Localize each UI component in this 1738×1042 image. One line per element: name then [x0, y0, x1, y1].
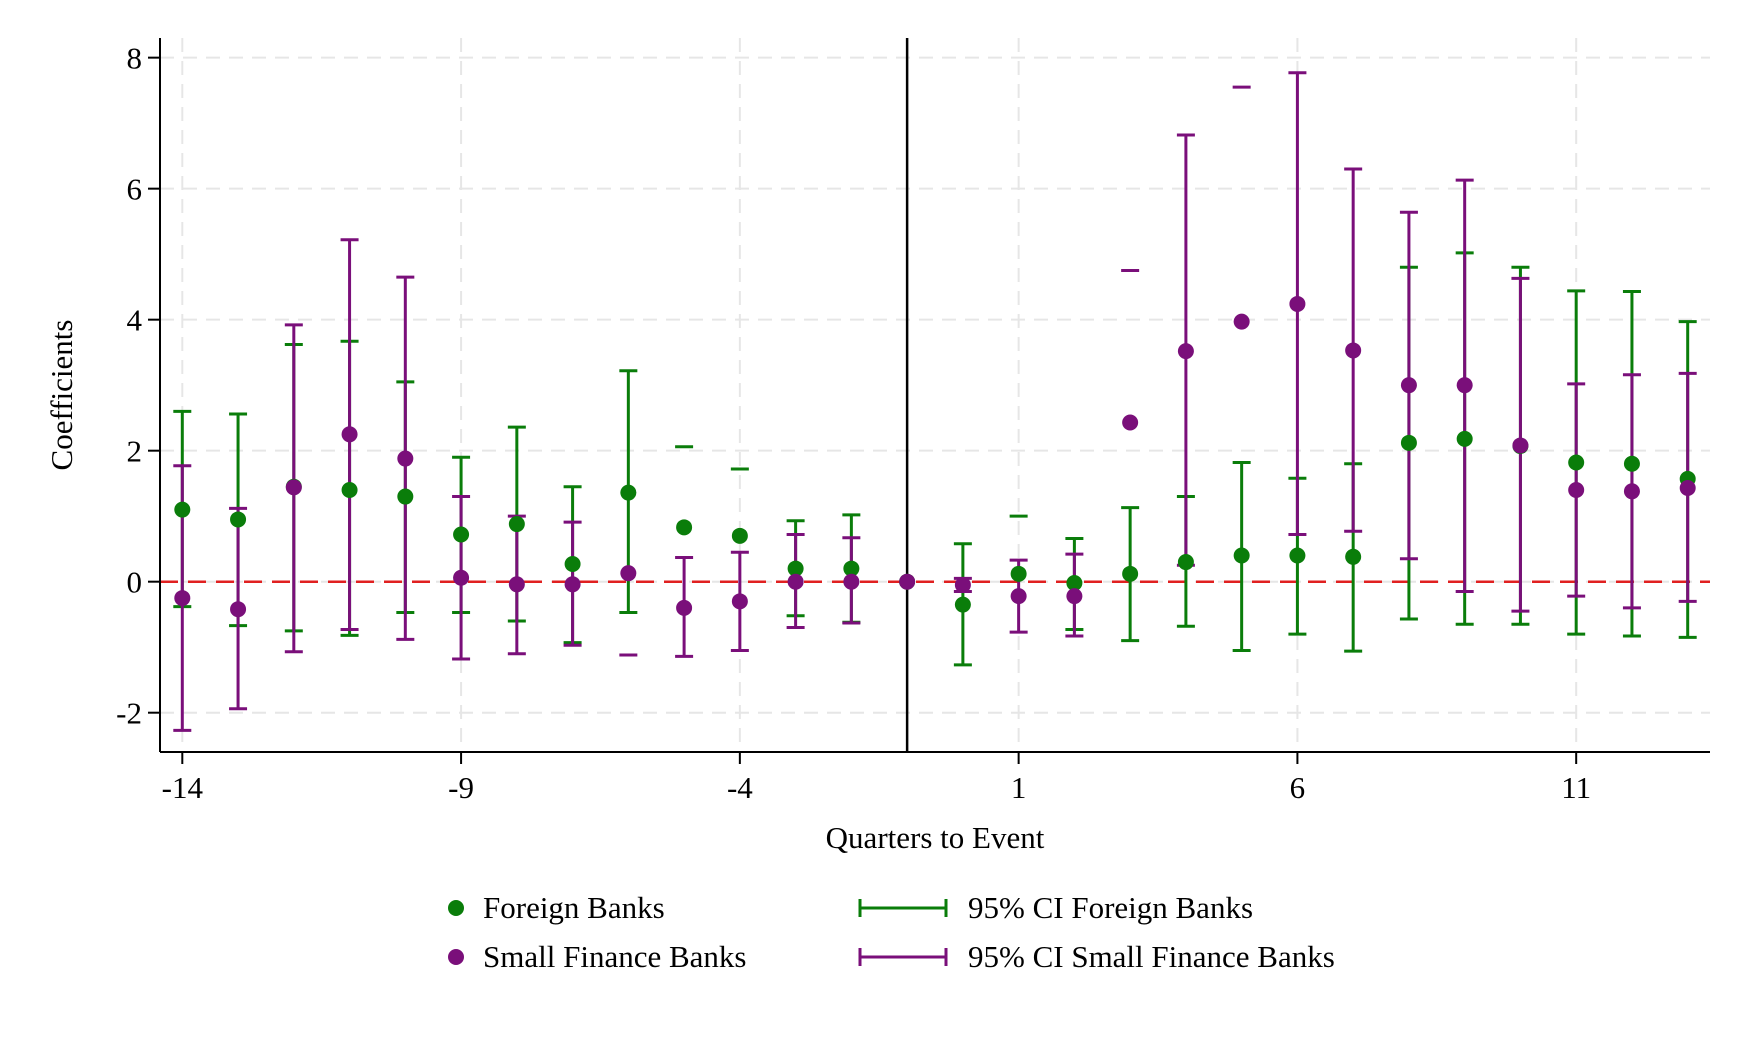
point-small-finance-banks	[1400, 377, 1417, 394]
legend-label-small-finance-banks: Small Finance Banks	[483, 939, 746, 974]
x-tick-label: -9	[448, 770, 474, 805]
legend-marker-foreign-banks	[448, 900, 464, 916]
confidence-intervals	[173, 71, 1697, 732]
legend: Foreign Banks Small Finance Banks 95% CI F…	[448, 890, 1335, 974]
point-foreign-banks	[1345, 548, 1362, 565]
point-small-finance-banks	[1066, 588, 1083, 605]
point-foreign-banks	[397, 488, 414, 505]
point-foreign-banks	[1623, 455, 1640, 472]
point-foreign-banks	[1122, 565, 1139, 582]
legend-marker-small-finance-banks	[448, 949, 464, 965]
point-foreign-banks	[1289, 547, 1306, 564]
point-foreign-banks	[1456, 430, 1473, 447]
point-small-finance-banks	[899, 573, 916, 590]
point-small-finance-banks	[1623, 483, 1640, 500]
point-small-finance-banks	[1010, 588, 1027, 605]
point-small-finance-banks	[230, 601, 247, 618]
point-foreign-banks	[1233, 547, 1250, 564]
point-small-finance-banks	[676, 599, 693, 616]
x-tick-label: 6	[1290, 770, 1306, 805]
point-foreign-banks	[1568, 454, 1585, 471]
point-small-finance-banks	[397, 450, 414, 467]
point-small-finance-banks	[1568, 481, 1585, 498]
point-small-finance-banks	[453, 569, 470, 586]
coefficient-points	[174, 295, 1696, 618]
point-small-finance-banks	[174, 590, 191, 607]
axes	[159, 38, 1710, 753]
point-small-finance-banks	[285, 479, 302, 496]
point-small-finance-banks	[564, 576, 581, 593]
legend-label-95-ci-small-finance-banks: 95% CI Small Finance Banks	[968, 939, 1335, 974]
x-tick-label: -4	[727, 770, 753, 805]
point-foreign-banks	[676, 519, 693, 536]
point-foreign-banks	[787, 560, 804, 577]
point-foreign-banks	[1010, 565, 1027, 582]
y-axis-title: Coefficients	[44, 320, 79, 471]
point-small-finance-banks	[1456, 377, 1473, 394]
point-small-finance-banks	[1289, 295, 1306, 312]
point-foreign-banks	[954, 596, 971, 613]
point-small-finance-banks	[1512, 437, 1529, 454]
x-tick-label: 1	[1011, 770, 1027, 805]
point-foreign-banks	[1066, 574, 1083, 591]
reference-lines	[160, 38, 1710, 752]
point-foreign-banks	[620, 484, 637, 501]
gridlines	[160, 38, 1710, 752]
point-small-finance-banks	[620, 565, 637, 582]
x-tick-label: 11	[1561, 770, 1591, 805]
x-axis-title: Quarters to Event	[826, 820, 1045, 855]
point-small-finance-banks	[1345, 342, 1362, 359]
point-small-finance-banks	[843, 573, 860, 590]
point-small-finance-banks	[787, 573, 804, 590]
y-tick-label: 8	[127, 41, 143, 76]
point-foreign-banks	[230, 511, 247, 528]
legend-label-95-ci-foreign-banks: 95% CI Foreign Banks	[968, 890, 1253, 925]
x-tick-label: -14	[162, 770, 204, 805]
point-foreign-banks	[564, 556, 581, 573]
axis-ticks: -2 0 2 4 6 8 -14 -9 -4 1 6 11	[116, 41, 1591, 805]
point-small-finance-banks	[341, 426, 358, 443]
point-small-finance-banks	[1177, 343, 1194, 360]
point-small-finance-banks	[1679, 480, 1696, 497]
y-tick-label: 0	[127, 565, 143, 600]
point-foreign-banks	[174, 501, 191, 518]
point-foreign-banks	[1177, 554, 1194, 571]
y-tick-label: 2	[127, 434, 143, 469]
point-small-finance-banks	[1233, 313, 1250, 330]
point-small-finance-banks	[508, 576, 525, 593]
y-tick-label: 4	[127, 303, 143, 338]
point-small-finance-banks	[731, 593, 748, 610]
point-foreign-banks	[843, 560, 860, 577]
point-foreign-banks	[453, 526, 470, 543]
y-tick-label: -2	[116, 696, 142, 731]
point-foreign-banks	[731, 527, 748, 544]
point-small-finance-banks	[1122, 414, 1139, 431]
point-foreign-banks	[508, 516, 525, 533]
legend-label-foreign-banks: Foreign Banks	[483, 890, 665, 925]
point-foreign-banks	[1400, 434, 1417, 451]
y-tick-label: 6	[127, 172, 143, 207]
point-foreign-banks	[341, 481, 358, 498]
point-small-finance-banks	[954, 576, 971, 593]
